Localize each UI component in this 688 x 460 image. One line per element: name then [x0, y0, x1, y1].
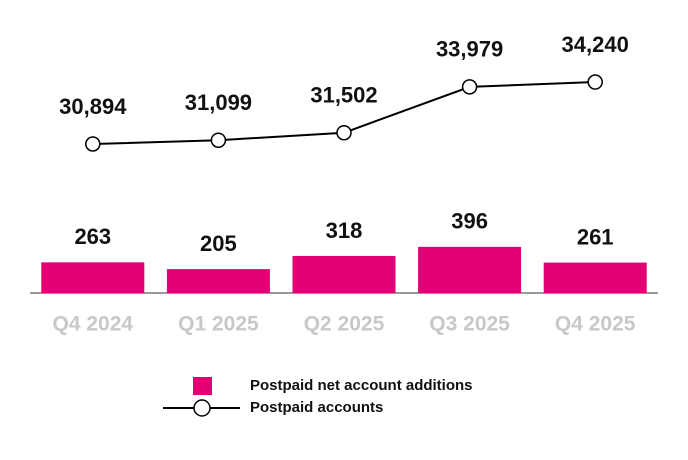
bar-value-label: 318: [326, 218, 363, 243]
line-value-label: 31,502: [310, 83, 377, 108]
bar-value-label: 263: [74, 224, 111, 249]
line-point: [210, 132, 227, 148]
bar: [292, 255, 396, 293]
legend-label: Postpaid net account additions: [250, 377, 473, 394]
bar: [418, 246, 522, 293]
line-value-label: 30,894: [59, 94, 127, 119]
bar: [166, 269, 270, 293]
line-point: [85, 136, 101, 152]
bar-value-label: 261: [577, 224, 614, 249]
bar: [543, 262, 647, 293]
x-tick-label: Q3 2025: [429, 313, 510, 336]
line-value-label: 34,240: [562, 32, 629, 57]
bar-value-label: 396: [451, 209, 488, 234]
line-point: [587, 74, 603, 90]
x-tick-label: Q4 2024: [53, 313, 134, 336]
line-value-label: 33,979: [436, 37, 503, 62]
x-tick-label: Q4 2025: [555, 313, 636, 336]
line-point: [336, 125, 352, 141]
x-tick-label: Q1 2025: [178, 313, 259, 336]
line-point: [461, 79, 478, 95]
legend-swatch: [193, 377, 212, 395]
x-tick-label: Q2 2025: [304, 313, 385, 336]
legend-label: Postpaid accounts: [250, 399, 383, 416]
bar: [41, 262, 145, 293]
legend-swatch-marker: [193, 399, 211, 417]
bar-value-label: 205: [200, 231, 237, 256]
line-value-label: 31,099: [185, 90, 252, 115]
